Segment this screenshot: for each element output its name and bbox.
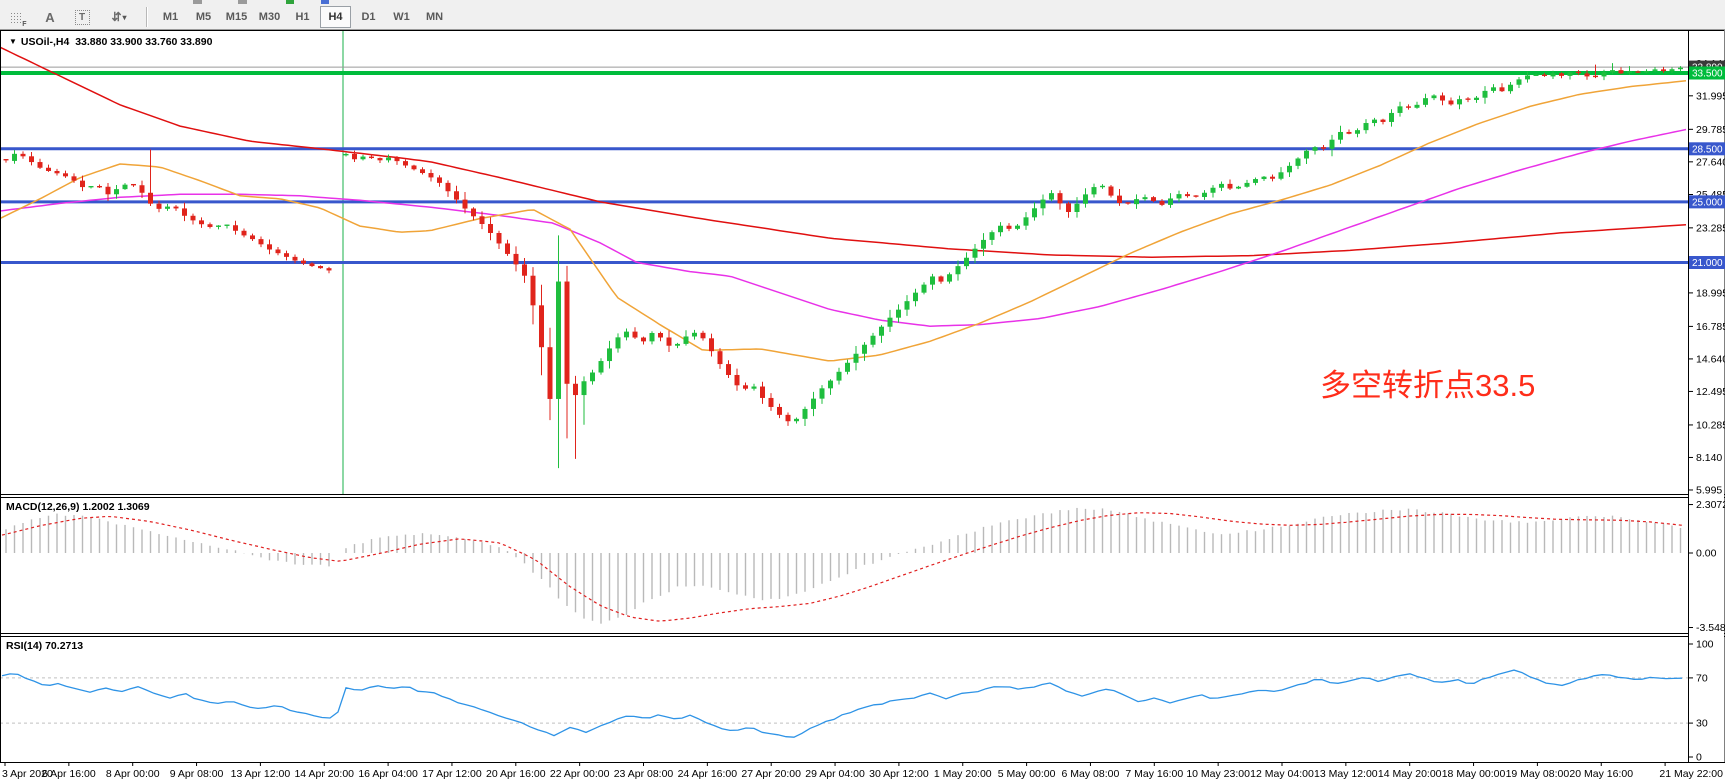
macd-signal-line [1, 512, 1683, 622]
svg-text:8 Apr 00:00: 8 Apr 00:00 [106, 768, 160, 780]
level-label-25000: 25.000 [1689, 195, 1725, 209]
level-label-21000: 21.000 [1689, 256, 1725, 269]
svg-text:18.995: 18.995 [1696, 287, 1725, 299]
svg-text:27 Apr 20:00: 27 Apr 20:00 [741, 768, 801, 780]
svg-text:16.785: 16.785 [1696, 321, 1725, 333]
svg-text:31.995: 31.995 [1696, 90, 1725, 102]
svg-text:8.140: 8.140 [1696, 452, 1722, 464]
toolbar: F A T ⇵ ▾ M1 M5 M15 M30 H1 H4 D1 W1 MN [0, 0, 1725, 30]
candles [3, 63, 1683, 469]
text-box-tool-icon[interactable]: T [70, 7, 94, 28]
ma-orange [1, 80, 1687, 362]
svg-text:70: 70 [1696, 672, 1708, 684]
toolbar-separator [146, 7, 148, 27]
text-label-tool-icon[interactable]: A [45, 9, 55, 25]
svg-text:27.640: 27.640 [1696, 156, 1725, 168]
arrows-tool-icon[interactable]: ⇵ ▾ [111, 10, 127, 24]
chevron-down-icon: ▾ [122, 12, 127, 22]
panel-frames [0, 30, 1725, 763]
timeframe-button-mn[interactable]: MN [425, 11, 444, 23]
level-label-33500: 33.500 [1689, 66, 1725, 80]
level-label-28500: 28.500 [1689, 142, 1725, 156]
timeframe-button-w1[interactable]: W1 [393, 11, 410, 23]
svg-text:19 May 08:00: 19 May 08:00 [1506, 768, 1570, 780]
rsi-line [1, 669, 1683, 738]
timeframe-button-m30[interactable]: M30 [258, 11, 281, 23]
chart-title: ▼ USOil-,H4 33.880 33.900 33.760 33.890 [9, 36, 212, 48]
svg-text:0: 0 [1696, 752, 1702, 764]
timeframe-button-m5[interactable]: M5 [195, 11, 212, 23]
svg-text:20 Apr 16:00: 20 Apr 16:00 [486, 768, 546, 780]
svg-text:5.995: 5.995 [1696, 484, 1722, 496]
timeframe-button-d1[interactable]: D1 [361, 11, 376, 23]
svg-text:14 Apr 20:00: 14 Apr 20:00 [294, 768, 354, 780]
timeframe-button-h4[interactable]: H4 [320, 6, 351, 28]
annotation-text: 多空转折点33.5 [1320, 368, 1536, 403]
svg-text:14 May 20:00: 14 May 20:00 [1378, 768, 1442, 780]
svg-text:30 Apr 12:00: 30 Apr 12:00 [869, 768, 929, 780]
svg-text:33.500: 33.500 [1692, 69, 1723, 80]
timeframe-bar: M1 M5 M15 M30 H1 H4 D1 W1 MN [154, 6, 451, 28]
svg-text:13 Apr 12:00: 13 Apr 12:00 [231, 768, 291, 780]
svg-text:20 May 16:00: 20 May 16:00 [1569, 768, 1633, 780]
svg-text:21 May 22:00: 21 May 22:00 [1659, 768, 1723, 780]
macd-histogram [5, 507, 1682, 624]
svg-text:16 Apr 04:00: 16 Apr 04:00 [358, 768, 418, 780]
svg-text:28.500: 28.500 [1692, 144, 1723, 155]
fibonacci-tool-icon[interactable]: F [4, 7, 28, 28]
svg-text:29 Apr 04:00: 29 Apr 04:00 [805, 768, 865, 780]
timeframe-button-h1[interactable]: H1 [295, 11, 310, 23]
svg-text:2.3072: 2.3072 [1696, 499, 1725, 511]
svg-text:13 May 12:00: 13 May 12:00 [1314, 768, 1378, 780]
timeframe-button-m15[interactable]: M15 [225, 11, 248, 23]
svg-text:-3.5484: -3.5484 [1696, 622, 1725, 634]
chart-canvas[interactable]: 34.14031.99529.78527.64025.48523.28521.1… [0, 30, 1725, 784]
svg-text:5 May 00:00: 5 May 00:00 [998, 768, 1056, 780]
svg-text:17 Apr 12:00: 17 Apr 12:00 [422, 768, 482, 780]
svg-text:18 May 00:00: 18 May 00:00 [1442, 768, 1506, 780]
rsi-indicator-label: RSI(14) 70.2713 [6, 640, 84, 652]
chart-menu-icon[interactable]: ▼ [9, 37, 17, 46]
svg-text:22 Apr 00:00: 22 Apr 00:00 [550, 768, 610, 780]
svg-text:9 Apr 08:00: 9 Apr 08:00 [170, 768, 224, 780]
svg-text:1 May 20:00: 1 May 20:00 [934, 768, 992, 780]
svg-text:30: 30 [1696, 718, 1708, 730]
svg-text:21.000: 21.000 [1692, 258, 1723, 269]
ma-magenta [1, 128, 1687, 327]
symbol-period-label: USOil-,H4 [20, 36, 70, 48]
svg-text:12.495: 12.495 [1696, 386, 1725, 398]
svg-text:23 Apr 08:00: 23 Apr 08:00 [614, 768, 674, 780]
toolbar-overflow-slivers [0, 0, 1725, 4]
svg-text:0.00: 0.00 [1696, 548, 1717, 560]
svg-text:10.285: 10.285 [1696, 419, 1725, 431]
svg-text:6 Apr 16:00: 6 Apr 16:00 [42, 768, 96, 780]
svg-text:3 Apr 2020: 3 Apr 2020 [2, 768, 53, 780]
timeframe-button-m1[interactable]: M1 [162, 11, 179, 23]
svg-text:10 May 23:00: 10 May 23:00 [1186, 768, 1250, 780]
macd-indicator-label: MACD(12,26,9) 1.2002 1.3069 [6, 501, 150, 513]
price-axis[interactable]: 34.14031.99529.78527.64025.48523.28521.1… [1688, 31, 1725, 764]
svg-text:12 May 04:00: 12 May 04:00 [1250, 768, 1314, 780]
svg-text:6 May 08:00: 6 May 08:00 [1062, 768, 1120, 780]
svg-text:24 Apr 16:00: 24 Apr 16:00 [678, 768, 738, 780]
svg-text:23.285: 23.285 [1696, 222, 1725, 234]
horizontal-level-lines[interactable] [0, 71, 1688, 264]
svg-text:14.640: 14.640 [1696, 353, 1725, 365]
ma-red [1, 46, 1687, 258]
svg-text:25.000: 25.000 [1692, 197, 1723, 208]
svg-text:29.785: 29.785 [1696, 124, 1725, 136]
svg-text:7 May 16:00: 7 May 16:00 [1125, 768, 1183, 780]
ohlc-values: 33.880 33.900 33.760 33.890 [75, 36, 213, 48]
svg-text:100: 100 [1696, 639, 1714, 651]
